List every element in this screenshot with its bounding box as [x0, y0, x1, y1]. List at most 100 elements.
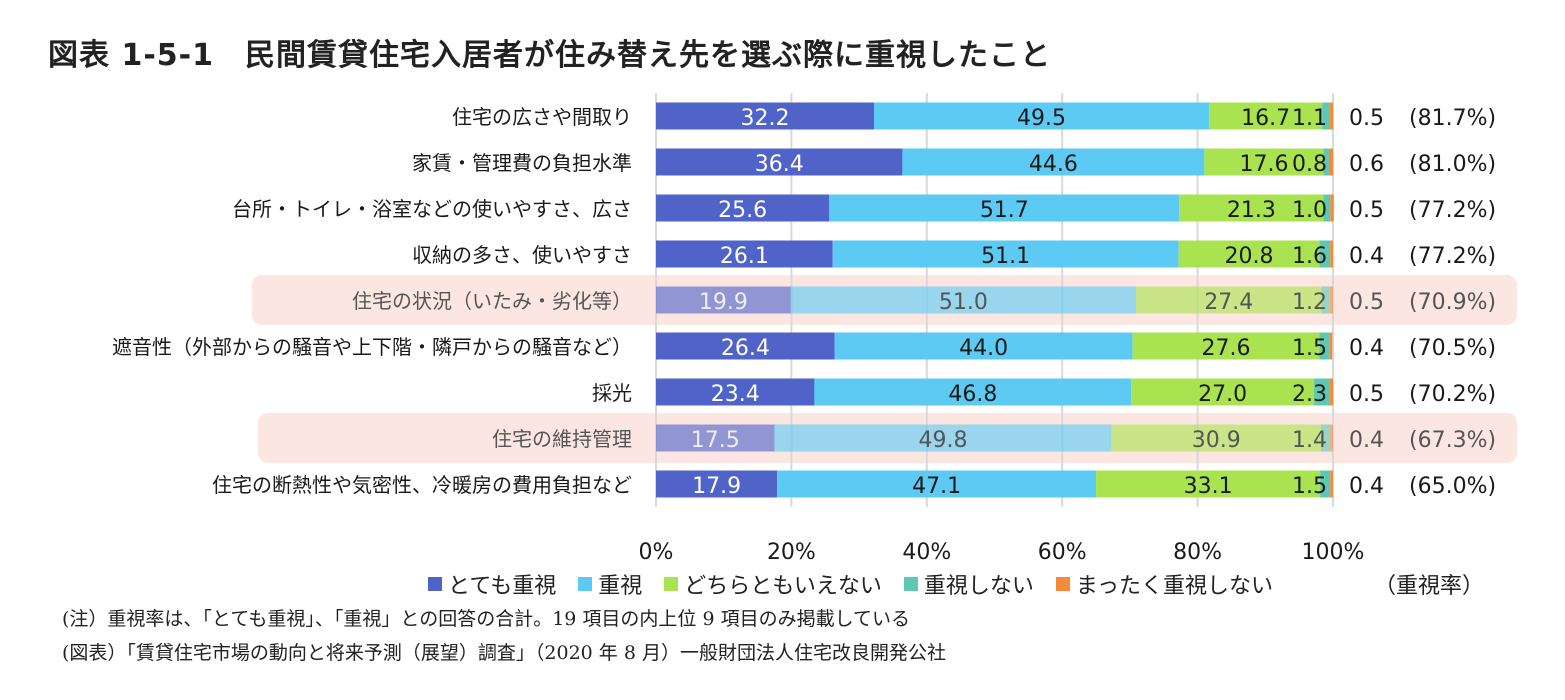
bar-segment — [829, 194, 1180, 222]
bar-segment — [1329, 102, 1333, 130]
data-label: 51.1 — [981, 244, 1030, 269]
legend-item: 重視しない — [903, 568, 1034, 600]
bar-segment — [1329, 332, 1333, 360]
category-label: 住宅の状況（いたみ・劣化等） — [352, 289, 632, 313]
importance-rate-label: (81.0%) — [1409, 152, 1496, 177]
bar-segment — [1322, 102, 1330, 130]
data-label: 49.8 — [919, 428, 968, 453]
data-label: 0.5 — [1349, 106, 1384, 131]
x-tick-label: 0% — [639, 540, 674, 565]
bar-segment — [1319, 240, 1331, 268]
bar-segment — [1135, 286, 1322, 314]
data-label: 33.1 — [1184, 474, 1233, 499]
data-label: 27.6 — [1202, 336, 1251, 361]
bar-segment — [790, 286, 1136, 314]
data-label: 30.9 — [1192, 428, 1241, 453]
data-label: 17.9 — [692, 474, 741, 499]
data-label: 0.8 — [1292, 152, 1327, 177]
legend-label: とても重視 — [448, 574, 557, 599]
bar-segment — [1209, 102, 1323, 130]
importance-rate-label: (81.7%) — [1409, 106, 1496, 131]
data-label: 46.8 — [948, 382, 997, 407]
importance-rate-label: (70.9%) — [1409, 290, 1496, 315]
bar-segment — [656, 286, 791, 314]
data-label: 16.7 — [1241, 106, 1290, 131]
footnote: (注）重視率は、「とても重視」、「重視」との回答の合計。19 項目の内上位 9 … — [62, 608, 911, 630]
data-label: 1.5 — [1292, 474, 1327, 499]
legend-item: まったく重視しない — [1055, 568, 1273, 600]
data-label: 0.4 — [1349, 428, 1384, 453]
x-tick-label: 80% — [1173, 540, 1222, 565]
importance-rate-label: (70.2%) — [1409, 382, 1496, 407]
data-label: 26.4 — [721, 336, 770, 361]
category-label: 住宅の断熱性や気密性、冷暖房の費用負担など — [212, 473, 632, 497]
data-label: 0.5 — [1349, 198, 1384, 223]
category-label: 台所・トイレ・浴室などの使いやすさ、広さ — [232, 197, 632, 221]
bar-segment — [1330, 240, 1333, 268]
legend-label: どちらともいえない — [684, 574, 882, 599]
bar-segment — [656, 148, 903, 176]
data-label: 44.6 — [1029, 152, 1078, 177]
data-label: 0.5 — [1349, 290, 1384, 315]
bar-segment — [1330, 194, 1334, 222]
data-label: 51.0 — [939, 290, 988, 315]
bar-segment — [873, 102, 1210, 130]
data-label: 20.8 — [1225, 244, 1274, 269]
data-label: 47.1 — [912, 474, 961, 499]
bar-segment — [1321, 286, 1330, 314]
bar-segment — [1319, 332, 1330, 360]
bar-segment — [1320, 470, 1331, 498]
data-label: 0.4 — [1349, 474, 1384, 499]
bar-segment — [1329, 378, 1333, 406]
data-label: 49.5 — [1017, 106, 1066, 131]
bar-segment — [1111, 424, 1321, 452]
x-tick-label: 100% — [1302, 540, 1365, 565]
data-label: 32.2 — [741, 106, 790, 131]
bar-segment — [656, 424, 775, 452]
bar-segment — [1320, 424, 1331, 452]
bar-segment — [774, 424, 1112, 452]
data-label: 0.6 — [1349, 152, 1384, 177]
bar-segment — [656, 332, 835, 360]
x-tick-label: 60% — [1038, 540, 1087, 565]
data-label: 17.5 — [691, 428, 740, 453]
data-label: 26.1 — [720, 244, 769, 269]
x-tick-label: 20% — [767, 540, 816, 565]
data-label: 27.0 — [1198, 382, 1247, 407]
data-label: 17.6 — [1239, 152, 1288, 177]
data-label: 0.5 — [1349, 382, 1384, 407]
data-label: 1.4 — [1292, 428, 1327, 453]
importance-rate-label: (65.0%) — [1409, 474, 1496, 499]
bar-segment — [656, 378, 815, 406]
data-label: 2.3 — [1292, 382, 1327, 407]
legend-item: 重視 — [578, 568, 642, 600]
data-label: 36.4 — [755, 152, 804, 177]
source-note: (図表）「賃貸住宅市場の動向と将来予測（展望）調査」（2020 年 8 月）一般… — [62, 642, 946, 664]
category-label: 住宅の維持管理 — [492, 427, 632, 451]
data-label: 1.2 — [1292, 290, 1327, 315]
legend-swatch — [428, 577, 442, 591]
bar-segment — [1132, 332, 1320, 360]
legend-label: まったく重視しない — [1075, 574, 1273, 599]
data-label: 19.9 — [699, 290, 748, 315]
bar-segment — [1330, 424, 1333, 452]
bar-segment — [814, 378, 1132, 406]
legend: とても重視 重視 どちらともいえない 重視しない まったく重視しない — [428, 568, 1295, 600]
x-tick-label: 40% — [902, 540, 951, 565]
bar-segment — [1096, 470, 1321, 498]
importance-rate-label: (70.5%) — [1409, 336, 1496, 361]
page-title: 図表 1-5-1 民間賃貸住宅入居者が住み替え先を選ぶ際に重視したこと — [48, 38, 1051, 73]
legend-swatch — [1055, 577, 1070, 591]
legend-swatch — [903, 577, 918, 591]
bar-segment — [1329, 286, 1333, 314]
data-label: 1.0 — [1292, 198, 1327, 223]
importance-rate-label: (77.2%) — [1409, 198, 1496, 223]
bar-segment — [656, 240, 833, 268]
category-label: 遮音性（外部からの騒音や上下階・隣戸からの騒音など） — [112, 335, 632, 359]
bar-segment — [1178, 240, 1320, 268]
legend-swatch — [664, 577, 679, 591]
legend-swatch — [578, 577, 593, 591]
bar-segment — [832, 240, 1179, 268]
data-label: 0.4 — [1349, 244, 1384, 269]
